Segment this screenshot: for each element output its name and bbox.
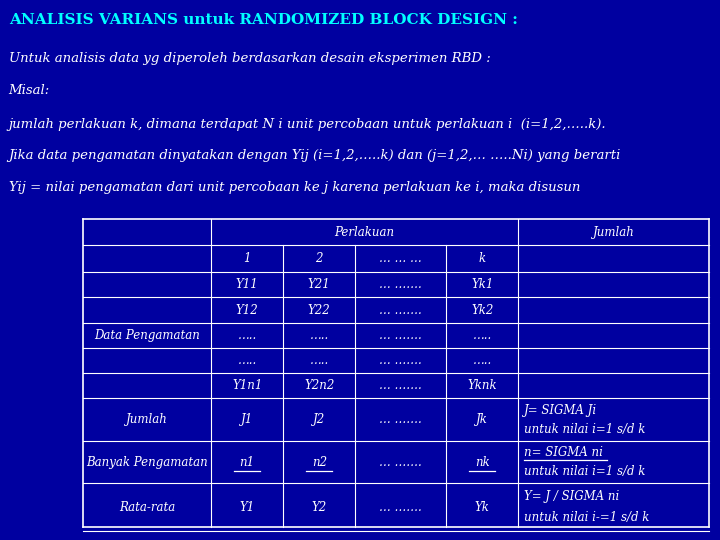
Text: Y1n1: Y1n1: [232, 379, 262, 393]
Text: Jika data pengamatan dinyatakan dengan Yij (i=1,2,…..k) dan (j=1,2,… …..Ni) yang: Jika data pengamatan dinyatakan dengan Y…: [9, 150, 621, 163]
Text: Y22: Y22: [308, 303, 330, 316]
Text: … …….: … …….: [379, 279, 422, 292]
Text: Banyak Pengamatan: Banyak Pengamatan: [86, 456, 208, 469]
Text: … …….: … …….: [379, 413, 422, 426]
Text: Jumlah: Jumlah: [126, 413, 168, 426]
Text: Jumlah: Jumlah: [593, 226, 634, 239]
Text: Misal:: Misal:: [9, 84, 50, 97]
Text: nk: nk: [474, 456, 490, 469]
Text: n1: n1: [240, 456, 255, 469]
Text: jumlah perlakuan k, dimana terdapat N i unit percobaan untuk perlakuan i  (i=1,2: jumlah perlakuan k, dimana terdapat N i …: [9, 118, 606, 131]
Text: Y= J / SIGMA ni: Y= J / SIGMA ni: [524, 490, 619, 503]
Text: Jk: Jk: [476, 413, 488, 426]
Text: Data Pengamatan: Data Pengamatan: [94, 329, 200, 342]
Text: …..: …..: [310, 329, 329, 342]
Text: …..: …..: [472, 354, 492, 367]
Text: Yknk: Yknk: [467, 379, 497, 393]
Text: Y21: Y21: [308, 279, 330, 292]
Text: J1: J1: [241, 413, 253, 426]
Text: ANALISIS VARIANS untuk RANDOMIZED BLOCK DESIGN :: ANALISIS VARIANS untuk RANDOMIZED BLOCK …: [9, 14, 518, 28]
Text: … …….: … …….: [379, 303, 422, 316]
Text: … …….: … …….: [379, 354, 422, 367]
Text: …..: …..: [310, 354, 329, 367]
Text: n= SIGMA ni: n= SIGMA ni: [524, 447, 603, 460]
Text: Yk: Yk: [474, 501, 490, 514]
Text: …..: …..: [472, 329, 492, 342]
Text: untuk nilai i=1 s/d k: untuk nilai i=1 s/d k: [524, 465, 645, 478]
Text: Y11: Y11: [236, 279, 258, 292]
Text: … … …: … … …: [379, 252, 422, 265]
Text: Perlakuan: Perlakuan: [335, 226, 395, 239]
Text: Yk2: Yk2: [471, 303, 493, 316]
Text: …..: …..: [238, 329, 257, 342]
Text: Y2n2: Y2n2: [304, 379, 335, 393]
Text: Y12: Y12: [236, 303, 258, 316]
Text: Rata-rata: Rata-rata: [119, 501, 175, 514]
Text: … …….: … …….: [379, 379, 422, 393]
Text: Untuk analisis data yg diperoleh berdasarkan desain eksperimen RBD :: Untuk analisis data yg diperoleh berdasa…: [9, 52, 490, 65]
Text: Yk1: Yk1: [471, 279, 493, 292]
Text: 1: 1: [243, 252, 251, 265]
Text: k: k: [479, 252, 486, 265]
Text: … …….: … …….: [379, 456, 422, 469]
Text: Y1: Y1: [240, 501, 255, 514]
Text: n2: n2: [312, 456, 327, 469]
Text: … …….: … …….: [379, 329, 422, 342]
Text: untuk nilai i-=1 s/d k: untuk nilai i-=1 s/d k: [524, 511, 649, 524]
Text: 2: 2: [315, 252, 323, 265]
Text: untuk nilai i=1 s/d k: untuk nilai i=1 s/d k: [524, 422, 645, 436]
Text: … …….: … …….: [379, 501, 422, 514]
Text: …..: …..: [238, 354, 257, 367]
Text: Y2: Y2: [312, 501, 327, 514]
Text: Yij = nilai pengamatan dari unit percobaan ke j karena perlakuan ke i, maka disu: Yij = nilai pengamatan dari unit percoba…: [9, 181, 580, 194]
Text: J2: J2: [313, 413, 325, 426]
Text: J= SIGMA Ji: J= SIGMA Ji: [524, 404, 597, 417]
